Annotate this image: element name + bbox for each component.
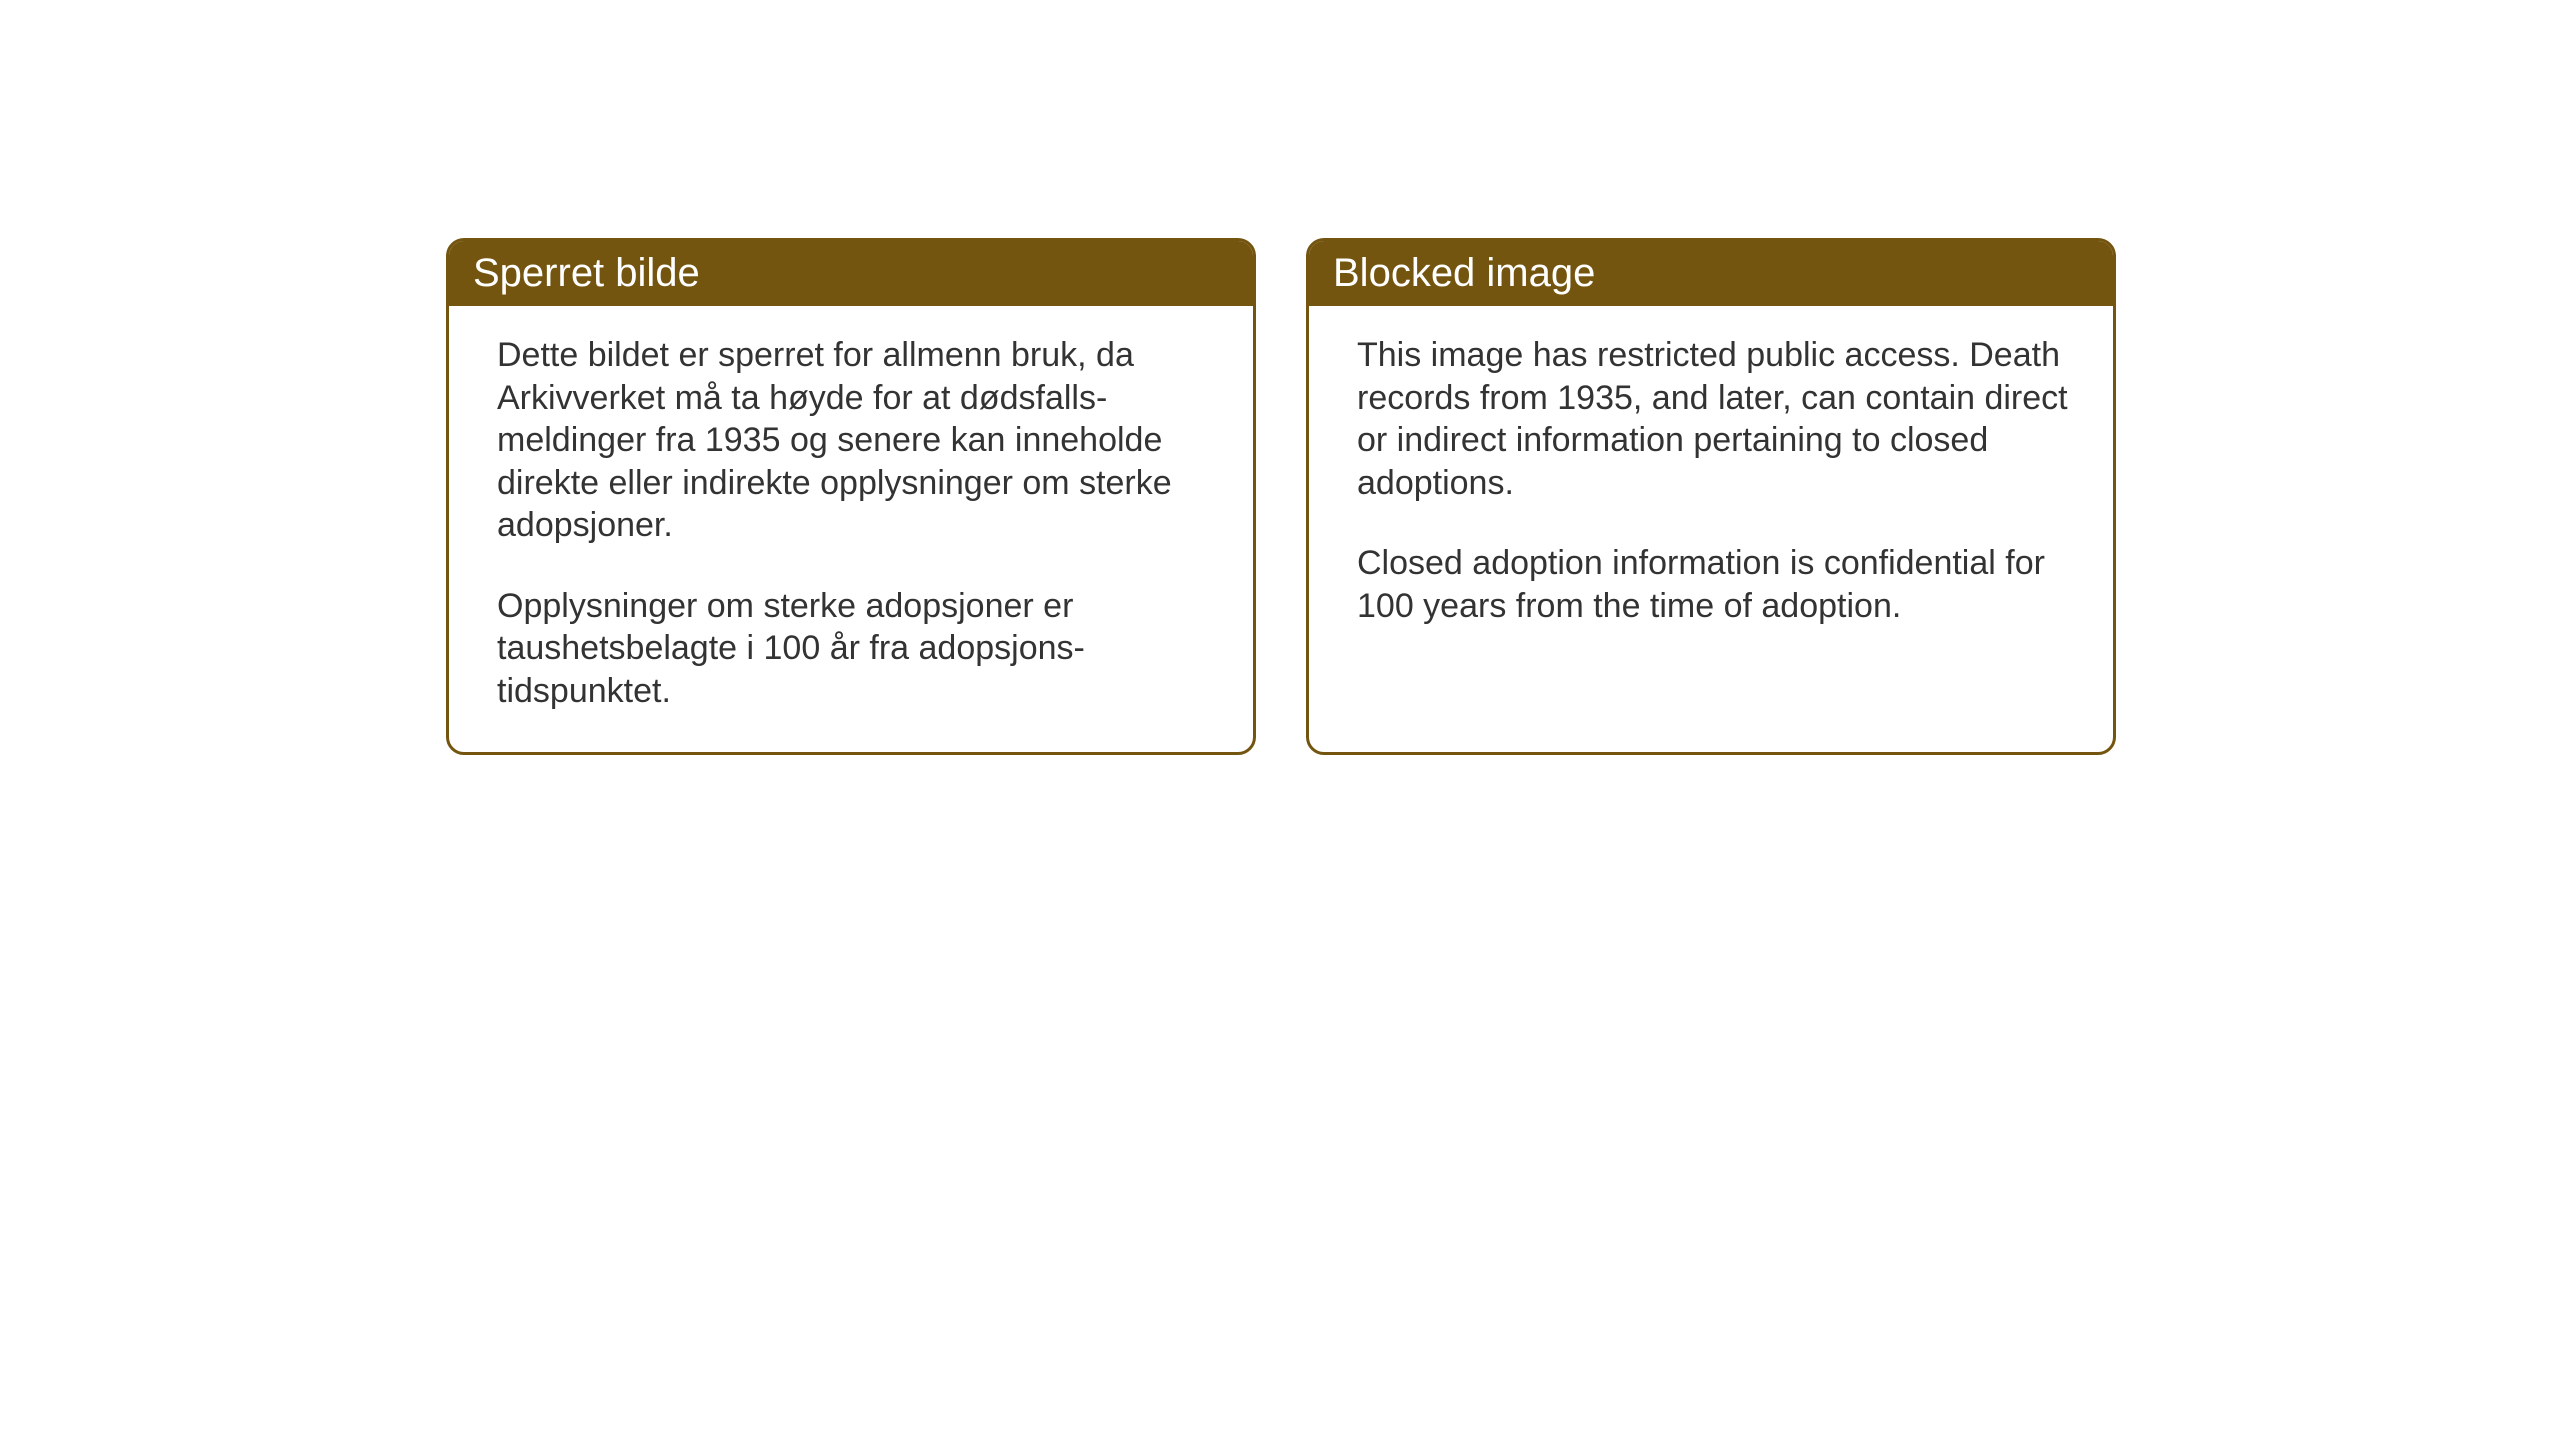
card-header-english: Blocked image	[1309, 241, 2113, 306]
card-body-english: This image has restricted public access.…	[1309, 306, 2113, 667]
card-header-norwegian: Sperret bilde	[449, 241, 1253, 306]
card-title-norwegian: Sperret bilde	[473, 251, 700, 295]
card-title-english: Blocked image	[1333, 251, 1595, 295]
card-norwegian: Sperret bilde Dette bildet er sperret fo…	[446, 238, 1256, 755]
paragraph-english-1: This image has restricted public access.…	[1357, 334, 2073, 504]
paragraph-norwegian-2: Opplysninger om sterke adopsjoner er tau…	[497, 585, 1213, 713]
card-english: Blocked image This image has restricted …	[1306, 238, 2116, 755]
paragraph-english-2: Closed adoption information is confident…	[1357, 542, 2073, 627]
cards-container: Sperret bilde Dette bildet er sperret fo…	[446, 238, 2116, 755]
card-body-norwegian: Dette bildet er sperret for allmenn bruk…	[449, 306, 1253, 752]
paragraph-norwegian-1: Dette bildet er sperret for allmenn bruk…	[497, 334, 1213, 547]
